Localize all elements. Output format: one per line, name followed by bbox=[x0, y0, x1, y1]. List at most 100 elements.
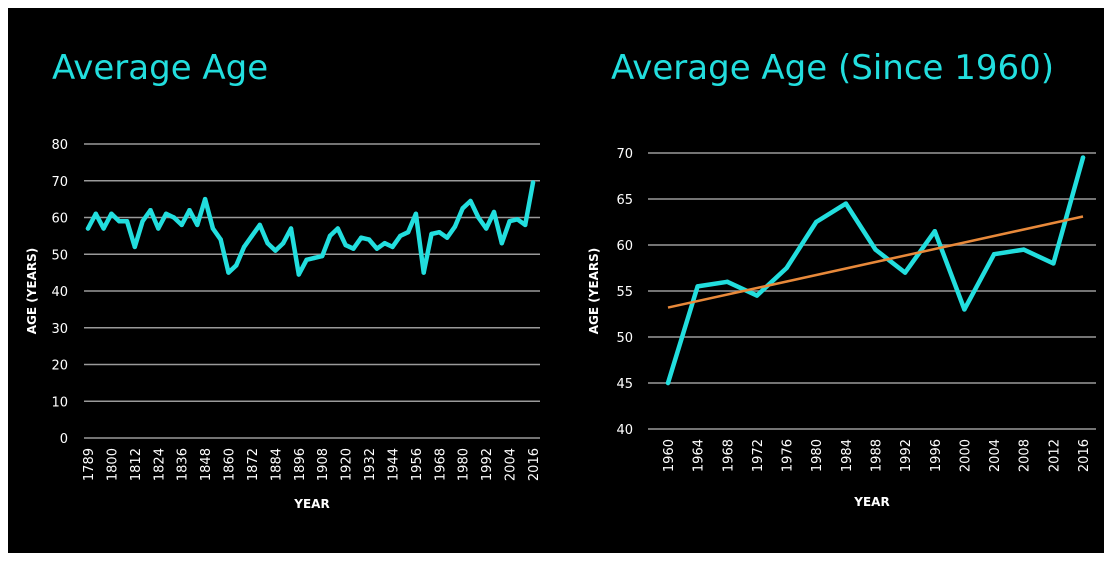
series-line bbox=[665, 155, 1086, 386]
data-point bbox=[754, 293, 760, 298]
x-tick-label: 1960 bbox=[662, 439, 677, 472]
x-tick-label: 1872 bbox=[246, 448, 261, 481]
data-point bbox=[843, 201, 849, 206]
x-tick-label: 2016 bbox=[1077, 439, 1092, 472]
data-point bbox=[140, 219, 145, 224]
y-tick-label: 20 bbox=[51, 359, 68, 374]
x-tick-label: 1932 bbox=[363, 448, 378, 481]
x-tick-label: 1988 bbox=[870, 439, 885, 472]
x-tick-label: 1789 bbox=[82, 448, 97, 481]
data-point bbox=[241, 244, 247, 250]
data-point bbox=[962, 307, 967, 312]
x-tick-label: 1992 bbox=[480, 448, 495, 481]
data-point bbox=[288, 226, 294, 231]
data-point bbox=[304, 257, 309, 262]
data-point bbox=[343, 242, 348, 248]
y-axis-label: AGE (YEARS) bbox=[25, 248, 39, 335]
x-tick-label: 1884 bbox=[269, 448, 284, 481]
data-point bbox=[101, 226, 106, 231]
data-point bbox=[273, 248, 278, 253]
data-point bbox=[117, 219, 122, 224]
data-point bbox=[476, 215, 481, 220]
x-tick-label: 2000 bbox=[958, 439, 973, 472]
x-axis-label: YEAR bbox=[853, 495, 889, 509]
x-tick-label: 1976 bbox=[781, 439, 796, 472]
data-point bbox=[460, 206, 465, 211]
data-point bbox=[202, 196, 208, 202]
chart-title-average-age-since-1960: Average Age (Since 1960) bbox=[611, 48, 1055, 88]
y-tick-label: 60 bbox=[51, 212, 68, 227]
data-point bbox=[171, 215, 177, 220]
data-point bbox=[374, 246, 380, 251]
data-point bbox=[413, 211, 419, 216]
data-point bbox=[932, 229, 937, 234]
x-tick-label: 1800 bbox=[105, 448, 120, 481]
data-point bbox=[515, 217, 520, 222]
x-tick-label: 1848 bbox=[199, 448, 214, 481]
data-point bbox=[507, 219, 512, 224]
x-tick-label: 1980 bbox=[810, 439, 825, 472]
x-tick-label: 1896 bbox=[293, 448, 308, 481]
data-point bbox=[468, 198, 473, 204]
data-point bbox=[179, 222, 184, 228]
data-point bbox=[234, 263, 239, 268]
x-tick-label: 1968 bbox=[721, 439, 736, 472]
x-tick-label: 1812 bbox=[129, 448, 144, 481]
y-tick-label: 80 bbox=[51, 138, 68, 153]
data-point bbox=[902, 270, 908, 275]
y-axis-label: AGE (YEARS) bbox=[587, 248, 601, 335]
y-tick-label: 45 bbox=[616, 377, 633, 392]
data-point bbox=[1080, 155, 1086, 160]
x-tick-label: 1964 bbox=[692, 439, 707, 472]
x-axis-label: YEAR bbox=[293, 497, 329, 511]
y-tick-label: 10 bbox=[51, 395, 68, 410]
data-point bbox=[351, 246, 356, 251]
data-point bbox=[335, 226, 340, 231]
data-point bbox=[218, 237, 223, 242]
data-point bbox=[784, 265, 789, 271]
y-tick-label: 70 bbox=[51, 175, 68, 190]
data-point bbox=[156, 226, 161, 231]
x-tick-label: 2016 bbox=[527, 448, 542, 481]
data-point bbox=[249, 233, 255, 239]
data-point bbox=[405, 230, 411, 235]
x-tick-label: 1860 bbox=[223, 448, 238, 481]
data-point bbox=[429, 231, 434, 237]
x-tick-label: 1836 bbox=[176, 448, 191, 481]
data-point bbox=[444, 235, 450, 240]
y-tick-label: 30 bbox=[51, 322, 68, 337]
data-point bbox=[421, 270, 426, 275]
data-point bbox=[390, 244, 395, 250]
data-point bbox=[257, 222, 262, 228]
data-point bbox=[265, 241, 270, 246]
data-point bbox=[665, 380, 671, 386]
x-tick-label: 1908 bbox=[316, 448, 331, 481]
series-line bbox=[85, 180, 536, 277]
data-point bbox=[1051, 261, 1056, 266]
data-point bbox=[398, 233, 403, 239]
data-point bbox=[132, 244, 137, 250]
data-point bbox=[359, 235, 364, 240]
x-tick-label: 1968 bbox=[433, 448, 448, 481]
data-point bbox=[320, 253, 325, 259]
x-tick-label: 1972 bbox=[751, 439, 766, 472]
y-tick-label: 50 bbox=[51, 248, 68, 263]
chart-average-age: 0 10 20 30 40 50 60 70 80 1789 1800 1812 1824 1836 184… bbox=[25, 138, 542, 511]
data-point bbox=[85, 226, 91, 231]
data-point bbox=[148, 208, 153, 213]
y-tick-label: 50 bbox=[616, 331, 633, 346]
y-tick-label: 40 bbox=[616, 423, 633, 438]
y-tick-label: 70 bbox=[616, 147, 633, 162]
data-point bbox=[226, 270, 231, 275]
data-point bbox=[366, 237, 372, 242]
data-point bbox=[195, 222, 200, 228]
data-point bbox=[93, 211, 99, 216]
chart-title-average-age: Average Age bbox=[52, 48, 269, 88]
x-tick-label: 1824 bbox=[152, 448, 167, 481]
data-point bbox=[991, 252, 997, 257]
data-point bbox=[281, 241, 286, 246]
y-tick-label: 40 bbox=[51, 285, 68, 300]
slide: Average Age Average Age (Since 1960) 0 10… bbox=[8, 8, 1104, 553]
y-tick-label: 65 bbox=[616, 193, 633, 208]
y-tick-label: 60 bbox=[616, 239, 633, 254]
